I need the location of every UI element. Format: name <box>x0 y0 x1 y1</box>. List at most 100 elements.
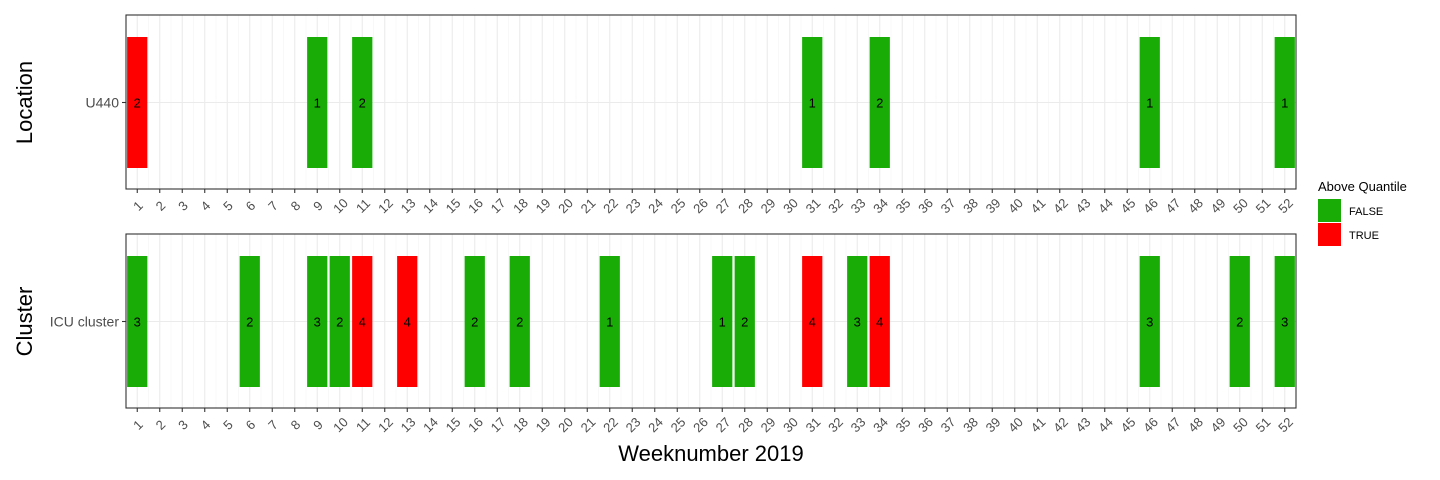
x-tick-label: 44 <box>1095 195 1116 216</box>
tile-week-1 <box>127 256 148 387</box>
x-tick-label: 4 <box>198 198 214 214</box>
tile-week-46 <box>1139 37 1160 168</box>
x-tick-label: 10 <box>330 414 351 435</box>
tile-label-week-31: 4 <box>809 315 816 330</box>
tile-week-13 <box>397 256 418 387</box>
y-tick-label: ICU cluster <box>50 314 120 330</box>
x-tick-label: 4 <box>198 417 214 433</box>
tile-label-week-11: 4 <box>359 315 366 330</box>
x-tick-label: 2 <box>153 417 169 433</box>
tile-label-week-16: 2 <box>471 315 478 330</box>
tile-label-week-28: 2 <box>741 315 748 330</box>
x-tick-label: 13 <box>398 414 419 435</box>
x-tick-label: 49 <box>1208 195 1229 216</box>
x-tick-label: 8 <box>288 417 304 433</box>
legend-title: Above Quantile <box>1318 179 1407 194</box>
x-tick-label: 16 <box>465 195 486 216</box>
tile-week-22 <box>599 256 620 387</box>
x-tick-label: 46 <box>1140 414 1161 435</box>
x-tick-label: 45 <box>1118 195 1139 216</box>
x-tick-label: 37 <box>938 414 959 435</box>
x-tick-label: 50 <box>1230 414 1251 435</box>
x-tick-label: 1 <box>130 198 146 214</box>
tile-label-week-11: 2 <box>359 96 366 111</box>
x-tick-label: 28 <box>735 195 756 216</box>
tile-week-27 <box>712 256 733 387</box>
x-tick-label: 39 <box>983 195 1004 216</box>
x-tick-label: 24 <box>645 414 666 435</box>
x-tick-label: 38 <box>960 195 981 216</box>
x-tick-label: 43 <box>1073 195 1094 216</box>
tile-week-9 <box>307 256 328 387</box>
x-tick-label: 28 <box>735 414 756 435</box>
x-tick-label: 26 <box>690 195 711 216</box>
x-tick-label: 47 <box>1163 195 1184 216</box>
x-tick-label: 36 <box>915 414 936 435</box>
x-tick-label: 8 <box>288 198 304 214</box>
x-tick-label: 49 <box>1208 414 1229 435</box>
tile-label-week-52: 1 <box>1281 96 1288 111</box>
tile-week-52 <box>1274 256 1295 387</box>
legend-label-false: FALSE <box>1349 206 1383 218</box>
x-tick-label: 3 <box>175 198 191 214</box>
y-tick-label: U440 <box>86 95 120 111</box>
x-tick-label: 47 <box>1163 414 1184 435</box>
x-tick-label: 52 <box>1275 414 1296 435</box>
x-tick-label: 15 <box>443 195 464 216</box>
tile-week-31 <box>802 37 823 168</box>
x-tick-label: 5 <box>220 417 236 433</box>
tile-label-week-9: 1 <box>314 96 321 111</box>
tile-week-50 <box>1229 256 1250 387</box>
x-tick-label: 22 <box>600 195 621 216</box>
x-tick-label: 12 <box>375 195 396 216</box>
tile-label-week-13: 4 <box>404 315 411 330</box>
x-tick-label: 31 <box>803 195 824 216</box>
x-tick-label: 32 <box>825 195 846 216</box>
tile-week-33 <box>847 256 868 387</box>
x-tick-label: 30 <box>780 414 801 435</box>
x-tick-label: 19 <box>533 195 554 216</box>
x-tick-label: 43 <box>1073 414 1094 435</box>
x-tick-label: 34 <box>870 195 891 216</box>
tile-week-9 <box>307 37 328 168</box>
x-tick-label: 17 <box>488 414 509 435</box>
x-tick-label: 5 <box>220 198 236 214</box>
x-tick-label: 21 <box>578 414 599 435</box>
x-tick-label: 41 <box>1028 414 1049 435</box>
x-tick-label: 39 <box>983 414 1004 435</box>
x-tick-label: 33 <box>848 414 869 435</box>
x-tick-label: 11 <box>353 415 373 435</box>
tile-week-6 <box>239 256 260 387</box>
x-tick-label: 16 <box>465 414 486 435</box>
tile-label-week-46: 3 <box>1146 315 1153 330</box>
x-tick-label: 30 <box>780 195 801 216</box>
x-tick-label: 33 <box>848 195 869 216</box>
tile-label-week-9: 3 <box>314 315 321 330</box>
tile-label-week-46: 1 <box>1146 96 1153 111</box>
x-tick-label: 51 <box>1253 195 1274 216</box>
x-tick-label: 6 <box>243 417 259 433</box>
x-tick-label: 3 <box>175 417 191 433</box>
x-tick-label: 13 <box>398 195 419 216</box>
x-tick-label: 21 <box>578 195 599 216</box>
x-tick-label: 36 <box>915 195 936 216</box>
x-tick-label: 27 <box>713 195 734 216</box>
tile-label-week-34: 4 <box>876 315 883 330</box>
y-axis-title: Cluster <box>12 287 37 357</box>
tile-week-16 <box>464 256 485 387</box>
legend-key-true <box>1318 223 1341 246</box>
tile-label-week-1: 2 <box>134 96 141 111</box>
x-tick-label: 48 <box>1185 414 1206 435</box>
x-tick-label: 29 <box>758 414 779 435</box>
x-tick-label: 46 <box>1140 195 1161 216</box>
x-tick-label: 51 <box>1253 414 1274 435</box>
x-tick-label: 38 <box>960 414 981 435</box>
tile-week-11 <box>352 37 373 168</box>
tile-week-34 <box>869 37 890 168</box>
x-tick-label: 15 <box>443 414 464 435</box>
x-tick-label: 44 <box>1095 414 1116 435</box>
